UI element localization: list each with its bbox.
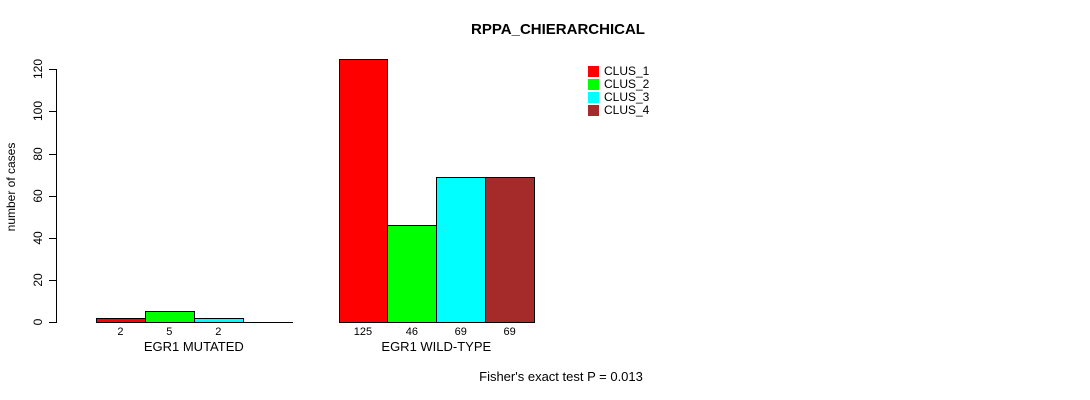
y-tick-label: 0 xyxy=(31,318,45,326)
legend-label: CLUS_4 xyxy=(604,103,650,117)
y-tick-label: 40 xyxy=(31,231,45,245)
legend-item-clus_1: CLUS_1 xyxy=(588,65,649,77)
legend-swatch-clus_4 xyxy=(588,104,599,116)
legend-swatch-clus_2 xyxy=(588,78,599,90)
bar-value-label: 46 xyxy=(405,326,418,338)
y-tick xyxy=(49,195,56,197)
y-tick xyxy=(49,237,56,239)
legend-label: CLUS_2 xyxy=(604,77,650,91)
y-tick-label: 20 xyxy=(31,273,45,287)
bar-clus_2-mutated xyxy=(144,311,195,323)
legend-item-clus_4: CLUS_4 xyxy=(588,104,649,116)
bar-clus_3-wildtype xyxy=(436,176,487,323)
bar-value-label: 2 xyxy=(215,326,222,338)
bar-value-label: 125 xyxy=(353,326,373,338)
y-tick xyxy=(49,69,56,71)
group-label-mutated: EGR1 MUTATED xyxy=(143,339,244,354)
y-tick-label: 80 xyxy=(31,146,45,161)
y-axis-label: number of cases xyxy=(4,142,18,232)
legend-label: CLUS_1 xyxy=(604,64,650,78)
bar-clus_2-wildtype xyxy=(387,225,438,323)
bar-value-label: 69 xyxy=(503,326,516,338)
y-axis-line xyxy=(56,69,57,323)
group-label-wildtype: EGR1 WILD-TYPE xyxy=(381,339,492,354)
y-tick xyxy=(49,153,56,155)
y-tick xyxy=(49,322,56,323)
bar-value-label: 69 xyxy=(454,326,467,338)
y-tick-label: 60 xyxy=(31,188,45,203)
y-tick xyxy=(49,279,56,281)
bar-value-label: 2 xyxy=(117,326,124,338)
bar-clus_4-wildtype xyxy=(485,176,536,323)
bar-value-label: 5 xyxy=(166,326,173,338)
bar-clus_1-wildtype xyxy=(338,58,389,323)
legend-item-clus_2: CLUS_2 xyxy=(588,78,649,90)
footnote-fisher-test: Fisher's exact test P = 0.013 xyxy=(479,369,643,384)
legend-label: CLUS_3 xyxy=(604,90,650,104)
y-tick-label: 120 xyxy=(31,59,45,80)
chart-title: RPPA_CHIERARCHICAL xyxy=(471,21,645,38)
legend-swatch-clus_1 xyxy=(588,65,599,77)
y-tick-label: 100 xyxy=(31,101,45,122)
y-tick xyxy=(49,111,56,113)
legend-swatch-clus_3 xyxy=(588,91,599,103)
bar-clus_1-mutated xyxy=(96,317,146,323)
legend-item-clus_3: CLUS_3 xyxy=(588,91,649,103)
bar-clus_3-mutated xyxy=(193,317,244,323)
